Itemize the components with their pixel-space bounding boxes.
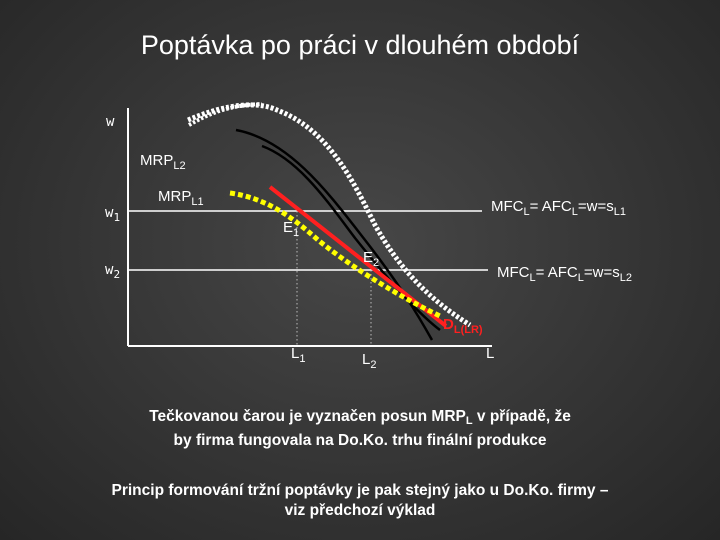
- mrp-shift-dotted-curve-highlight: [229, 190, 442, 319]
- l2-label: L2: [362, 351, 377, 371]
- mrp-l2-curve: [235, 128, 434, 341]
- w2-label: w2: [105, 262, 121, 281]
- market-demand-note: Princip formování tržní poptávky je pak …: [111, 482, 609, 519]
- mfc-l2-label: MFCL= AFCL=w=sL2: [497, 264, 632, 284]
- x-axis-label: L: [486, 345, 495, 362]
- long-run-demand-curve: [268, 185, 448, 328]
- l1-label: L1: [291, 345, 306, 365]
- mrp-shift-dotted-curve-head: [188, 102, 263, 127]
- slide-title: Poptávka po práci v dlouhém období: [140, 30, 580, 60]
- mfc-l1-label: MFCL= AFCL=w=sL1: [491, 198, 626, 218]
- w1-label: w1: [105, 205, 121, 224]
- e2-label: E2: [363, 249, 380, 269]
- mrp-l1-curve: [261, 144, 441, 331]
- demand-lr-label: DL(LR): [443, 316, 483, 336]
- mrp-l2-label: MRPL2: [140, 152, 186, 172]
- e1-label: E1: [283, 219, 300, 239]
- dotted-line-note: Tečkovanou čarou je vyznačen posun MRPL …: [149, 408, 571, 449]
- mrp-shift-dotted-curve: [187, 102, 472, 328]
- mrp-l1-label: MRPL1: [158, 188, 204, 208]
- y-axis-label: w: [106, 114, 115, 130]
